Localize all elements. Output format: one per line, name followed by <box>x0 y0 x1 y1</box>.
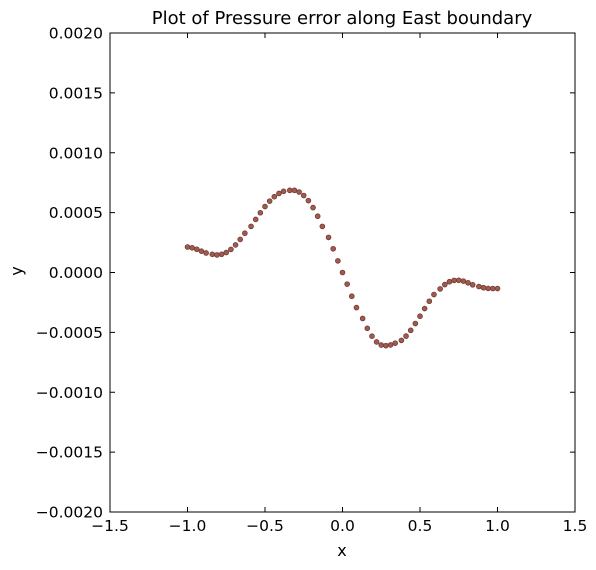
data-point <box>431 291 437 298</box>
data-point <box>242 230 248 237</box>
y-tick-label: −0.0015 <box>36 444 103 462</box>
data-point <box>383 342 389 349</box>
data-point <box>314 213 321 220</box>
y-tick-label: 0.0015 <box>49 84 103 102</box>
data-point <box>209 251 216 258</box>
data-point <box>364 325 371 332</box>
x-tick-label: −1.5 <box>91 517 129 535</box>
data-point <box>257 209 264 216</box>
y-tick-label: 0.0010 <box>49 144 103 162</box>
y-tick-label: 0.0020 <box>49 25 103 43</box>
data-point <box>291 187 298 194</box>
data-point <box>480 284 487 291</box>
tick-labels-layer: −1.5 −1.0 −0.5 0.0 0.5 1.0 1.5 0.0020 0.0015 0.00… <box>36 25 588 536</box>
data-point <box>373 339 380 345</box>
data-point <box>426 298 433 305</box>
data-point <box>189 245 195 251</box>
data-point <box>203 250 209 256</box>
data-point <box>248 223 254 230</box>
data-point <box>441 281 448 288</box>
data-point <box>455 277 462 284</box>
data-point <box>403 333 409 339</box>
data-point <box>339 269 346 276</box>
data-point <box>276 190 282 197</box>
x-tick-label: −1.0 <box>169 517 207 535</box>
data-point <box>469 282 476 288</box>
data-point <box>198 248 205 254</box>
data-point <box>446 278 453 285</box>
data-point <box>344 281 350 287</box>
data-point <box>184 244 191 250</box>
data-point <box>369 333 375 340</box>
data-point <box>310 204 316 211</box>
data-point <box>359 315 366 322</box>
data-point <box>407 327 414 334</box>
x-axis-label: x <box>337 541 346 560</box>
data-point <box>412 320 419 327</box>
y-tick-label: −0.0020 <box>36 504 103 522</box>
points-layer <box>184 187 501 349</box>
data-point <box>218 251 225 258</box>
data-point <box>214 252 220 258</box>
data-point <box>378 342 385 348</box>
data-point <box>305 197 312 204</box>
data-point <box>300 192 307 199</box>
data-point <box>460 278 467 284</box>
data-point <box>296 189 302 195</box>
data-point <box>330 245 337 252</box>
data-point <box>335 258 341 264</box>
data-point <box>194 246 200 253</box>
data-point <box>252 216 259 223</box>
x-tick-label: −0.5 <box>246 517 284 535</box>
data-point <box>451 277 457 284</box>
y-tick-label: −0.0005 <box>36 324 103 342</box>
data-point <box>476 283 482 290</box>
data-point <box>280 188 287 195</box>
data-point <box>417 313 423 320</box>
data-point <box>392 340 399 346</box>
y-axis-label: y <box>7 266 26 275</box>
data-point <box>465 279 471 286</box>
data-point <box>266 198 273 204</box>
data-point <box>237 236 244 243</box>
y-tick-label: 0.0005 <box>49 204 103 222</box>
x-tick-label: 1.5 <box>563 517 588 535</box>
data-point <box>232 242 239 248</box>
data-point <box>286 187 293 194</box>
data-point <box>271 193 278 200</box>
data-point <box>348 293 355 300</box>
plot-area-frame <box>109 32 576 513</box>
data-point <box>485 285 492 292</box>
x-tick-label: 0.5 <box>408 517 433 535</box>
data-point <box>421 305 428 312</box>
data-point <box>228 246 234 253</box>
data-point <box>353 304 360 311</box>
data-point <box>319 223 326 230</box>
data-point <box>437 286 443 292</box>
data-point <box>398 337 405 344</box>
x-tick-label: 0.0 <box>330 517 355 535</box>
data-point <box>490 285 496 292</box>
data-point <box>494 285 501 292</box>
chart-title: Plot of Pressure error along East bounda… <box>152 8 533 29</box>
data-point <box>262 203 268 210</box>
data-point <box>387 342 394 348</box>
y-tick-label: −0.0010 <box>36 384 103 402</box>
data-point <box>223 249 230 256</box>
data-point <box>325 234 332 241</box>
y-tick-label: 0.0000 <box>49 264 103 282</box>
x-tick-label: 1.0 <box>485 517 510 535</box>
